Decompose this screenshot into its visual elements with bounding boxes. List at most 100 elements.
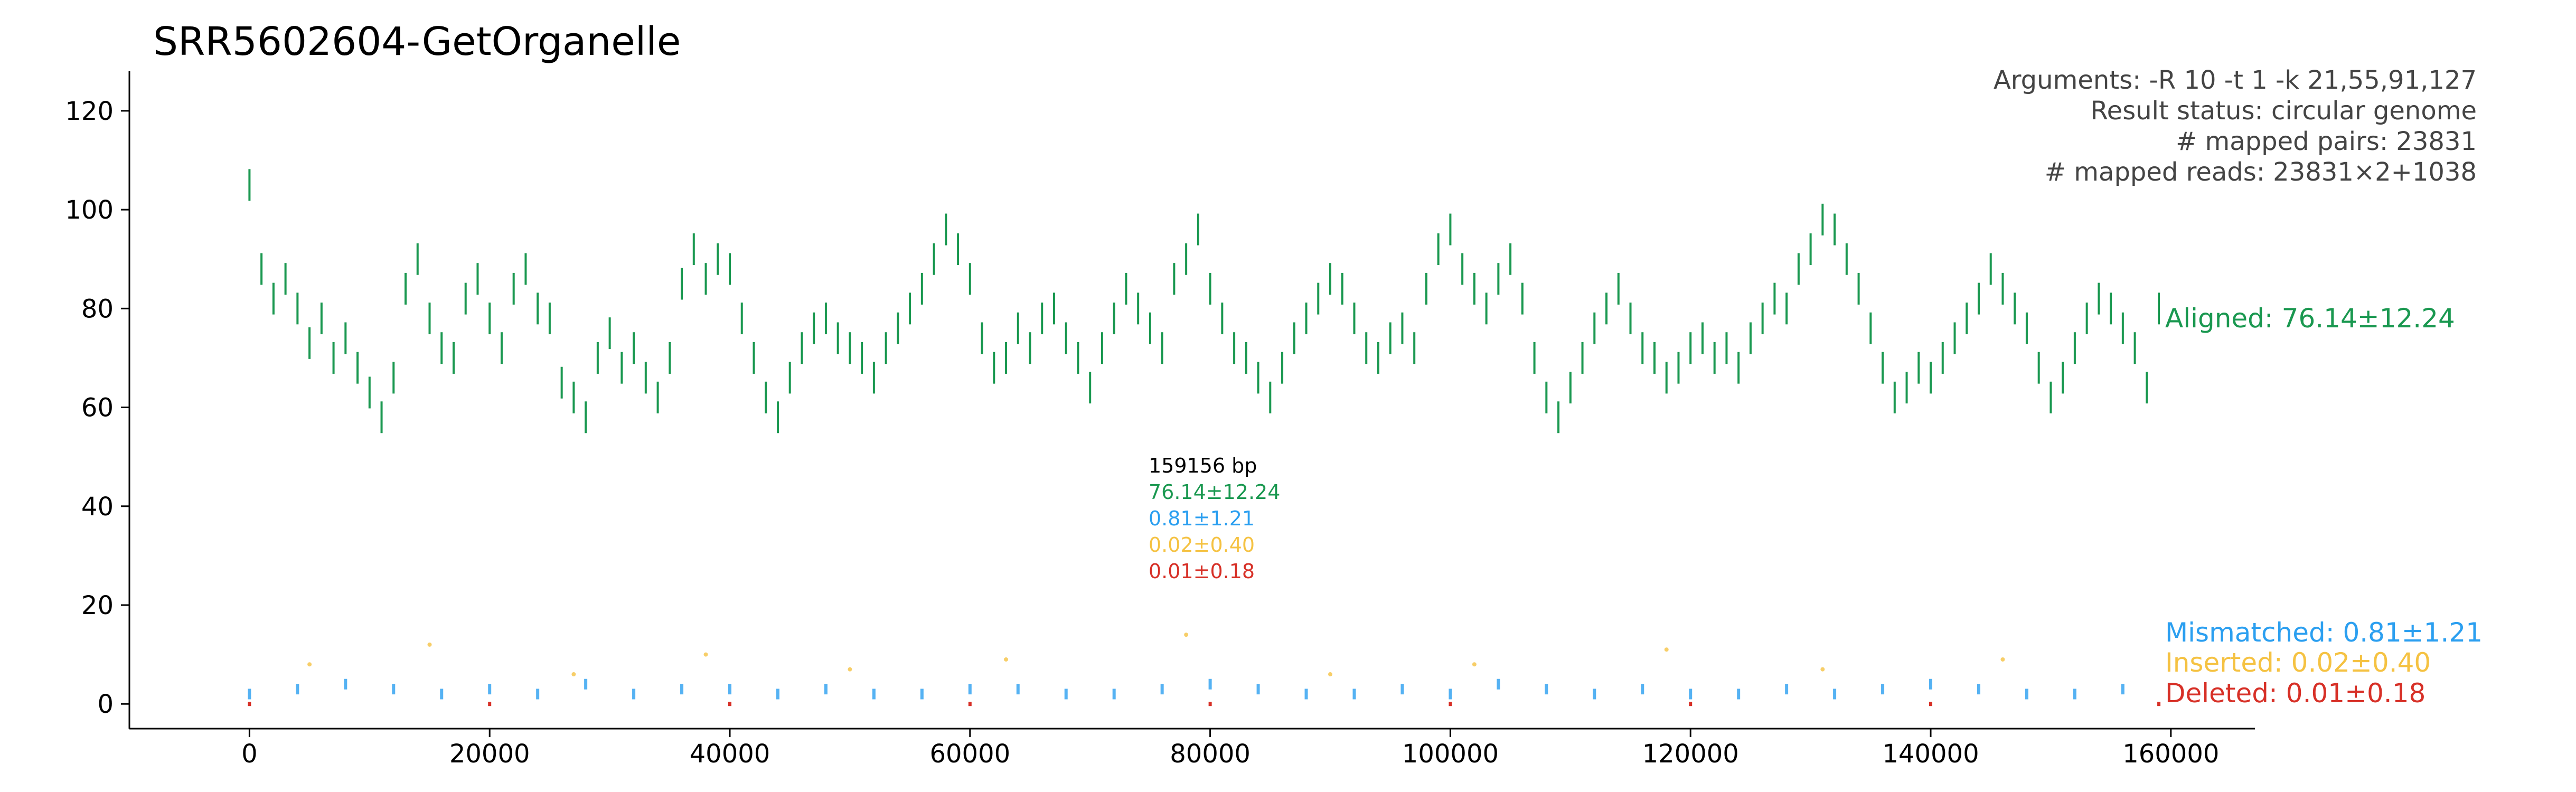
aligned-point: [897, 312, 899, 344]
mismatched-point: [968, 684, 972, 695]
mismatched-point: [1256, 684, 1260, 695]
aligned-point: [1173, 263, 1176, 295]
inserted-point: [1328, 672, 1333, 677]
aligned-point: [1641, 332, 1644, 364]
aligned-point: [1137, 293, 1140, 325]
center-deleted-label: 0.01±0.18: [1149, 560, 1255, 583]
aligned-point: [1617, 272, 1620, 305]
y-tick-label: 120: [65, 97, 114, 126]
aligned-point: [2085, 303, 2088, 335]
aligned-point: [1389, 322, 1392, 354]
mismatched-point: [1449, 689, 1452, 700]
aligned-point: [681, 268, 683, 300]
mismatched-point: [1689, 689, 1693, 700]
aligned-point: [1497, 263, 1500, 295]
aligned-point: [1353, 303, 1356, 335]
mismatched-point: [1208, 678, 1212, 690]
aligned-point: [692, 233, 695, 265]
aligned-point: [1761, 303, 1764, 335]
aligned-point: [416, 243, 419, 275]
aligned-point: [1005, 342, 1008, 374]
mismatched-point: [296, 684, 299, 695]
aligned-point: [320, 303, 323, 335]
aligned-point: [981, 322, 983, 354]
mismatched-point: [632, 689, 636, 700]
inserted-point: [1004, 657, 1009, 662]
aligned-point: [2037, 352, 2040, 384]
mismatched-point: [1160, 684, 1164, 695]
aligned-point: [740, 303, 743, 335]
aligned-point: [753, 342, 755, 374]
aligned-point: [380, 401, 383, 433]
aligned-point: [1953, 322, 1956, 354]
aligned-point: [332, 342, 335, 374]
aligned-point: [1689, 332, 1692, 364]
aligned-point: [356, 352, 359, 384]
aligned-point: [296, 293, 299, 325]
aligned-point: [1665, 362, 1668, 394]
x-tick-label: 20000: [449, 739, 530, 769]
inserted-point: [848, 667, 852, 672]
aligned-point: [452, 342, 455, 374]
center-aligned-label: 76.14±12.24: [1149, 480, 1280, 504]
aligned-point: [1461, 253, 1464, 285]
aligned-point: [1917, 352, 1920, 384]
x-tick-label: 140000: [1882, 739, 1979, 769]
aligned-point: [284, 263, 287, 295]
aligned-point: [2014, 293, 2016, 325]
mismatched-point: [1112, 689, 1116, 700]
legend-deleted: Deleted: 0.01±0.18: [2165, 678, 2425, 709]
aligned-point: [1845, 243, 1848, 275]
inserted-point: [1664, 647, 1669, 652]
aligned-point: [1269, 381, 1272, 413]
aligned-point: [500, 332, 503, 364]
aligned-point: [909, 293, 911, 325]
aligned-point: [1077, 342, 1079, 374]
mismatched-point: [1737, 689, 1741, 700]
aligned-point: [704, 263, 707, 295]
mismatched-point: [1497, 678, 1500, 690]
aligned-point: [788, 362, 791, 394]
y-tick-label: 20: [81, 591, 114, 620]
aligned-point: [1161, 332, 1163, 364]
aligned-point: [1966, 303, 1968, 335]
mismatched-point: [824, 684, 828, 695]
aligned-point: [729, 253, 731, 285]
aligned-point: [440, 332, 443, 364]
mismatched-point: [1304, 689, 1308, 700]
aligned-point: [1197, 213, 1199, 246]
series-0: [248, 169, 2160, 433]
mismatched-point: [1016, 684, 1020, 695]
aligned-point: [1533, 342, 1536, 374]
mismatched-point: [584, 678, 588, 690]
mismatched-point: [344, 678, 347, 690]
aligned-point: [560, 366, 563, 399]
y-tick-label: 40: [81, 492, 114, 522]
x-tick-label: 80000: [1170, 739, 1251, 769]
aligned-point: [1509, 243, 1512, 275]
aligned-point: [872, 362, 875, 394]
aligned-point: [1545, 381, 1548, 413]
aligned-point: [488, 303, 491, 335]
aligned-point: [2121, 312, 2124, 344]
inserted-point: [427, 642, 432, 647]
aligned-point: [1209, 272, 1211, 305]
series-3: [248, 702, 2161, 706]
aligned-point: [2146, 372, 2148, 404]
aligned-point: [1113, 303, 1115, 335]
aligned-point: [1329, 263, 1332, 295]
mismatched-point: [1881, 684, 1885, 695]
aligned-point: [1737, 352, 1740, 384]
aligned-point: [1485, 293, 1488, 325]
aligned-point: [1809, 233, 1812, 265]
aligned-point: [1185, 243, 1188, 275]
aligned-point: [1377, 342, 1379, 374]
aligned-point: [1701, 322, 1704, 354]
aligned-point: [669, 342, 671, 374]
aligned-point: [1653, 342, 1656, 374]
aligned-point: [945, 213, 947, 246]
aligned-point: [1581, 342, 1584, 374]
series-1: [248, 678, 2124, 700]
aligned-point: [2158, 293, 2160, 325]
aligned-point: [644, 362, 647, 394]
